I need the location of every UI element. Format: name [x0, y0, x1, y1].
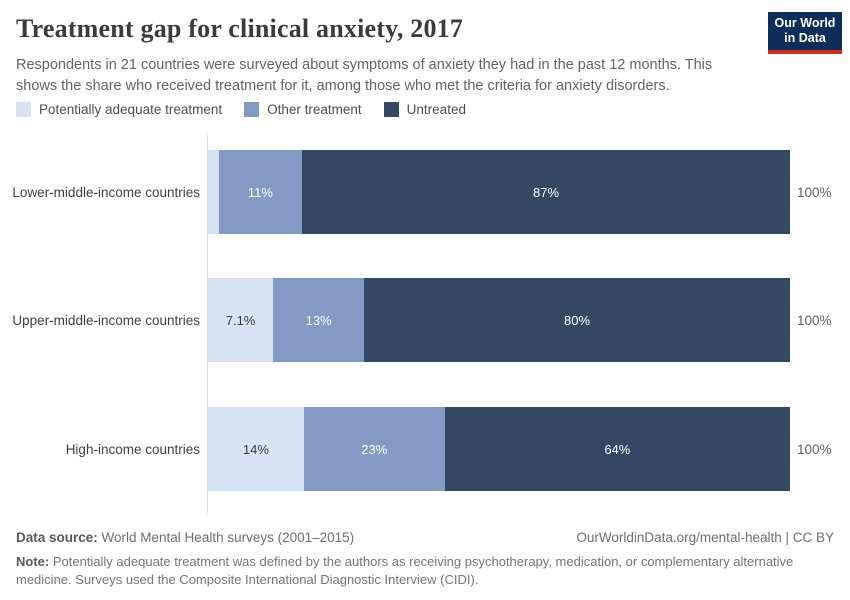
bar-row: Lower-middle-income countries 11% 87% 100%: [0, 150, 850, 234]
segment-value-label: 23%: [361, 441, 388, 457]
legend-item-label: Potentially adequate treatment: [39, 102, 223, 117]
legend-item-label: Untreated: [406, 102, 466, 117]
bar-stack: 7.1% 13% 80%: [208, 278, 790, 362]
credit-link[interactable]: OurWorldinData.org/mental-health | CC BY: [576, 530, 834, 545]
legend-item-3[interactable]: Untreated: [383, 102, 466, 117]
legend-item-2[interactable]: Other treatment: [244, 102, 362, 117]
chart-subtitle: Respondents in 21 countries were surveye…: [16, 57, 713, 94]
chart-note: Note: Potentially adequate treatment was…: [16, 553, 800, 589]
segment-value-label: 87%: [533, 184, 560, 200]
legend-swatch-icon: [244, 102, 260, 117]
bar-segment[interactable]: 64%: [444, 407, 790, 491]
bar-segment[interactable]: [208, 150, 219, 234]
bar-stack: 11% 87%: [208, 150, 791, 234]
y-axis-line: [207, 135, 208, 513]
segment-value-label: 11%: [247, 184, 273, 200]
bar-segment[interactable]: 87%: [302, 150, 791, 234]
category-label: Lower-middle-income countries: [12, 184, 200, 200]
owid-logo: Our World in Data: [768, 12, 842, 54]
legend-item-label: Other treatment: [267, 102, 362, 117]
bar-segment[interactable]: 11%: [218, 150, 303, 234]
owid-logo-line2: in Data: [784, 31, 826, 45]
note-label: Note:: [16, 554, 50, 569]
total-label: 100%: [797, 441, 832, 457]
total-label: 100%: [797, 312, 832, 328]
source-row: Data source: World Mental Health surveys…: [16, 530, 834, 545]
bar-row: Upper-middle-income countries 7.1% 13% 80% 1…: [0, 278, 850, 362]
bar-segment[interactable]: 23%: [303, 407, 445, 491]
data-source-text: World Mental Health surveys (2001–2015): [97, 530, 355, 545]
total-label: 100%: [797, 184, 832, 200]
chart-title: Treatment gap for clinical anxiety, 2017: [16, 14, 464, 43]
legend: Potentially adequate treatment Other trea…: [16, 102, 488, 117]
legend-item-1[interactable]: Potentially adequate treatment: [16, 102, 222, 117]
note-text: Potentially adequate treatment was defin…: [16, 554, 794, 587]
legend-swatch-icon: [383, 102, 399, 117]
segment-value-label: 7.1%: [225, 312, 256, 328]
bar-stack: 14% 23% 64%: [208, 407, 790, 491]
segment-value-label: 64%: [604, 441, 631, 457]
footer: Data source: World Mental Health surveys…: [16, 530, 834, 589]
bar-row: High-income countries 14% 23% 64% 100%: [0, 407, 850, 491]
bar-segment[interactable]: 13%: [273, 278, 365, 362]
data-source-label: Data source:: [16, 530, 98, 545]
bar-segment[interactable]: 7.1%: [208, 278, 274, 362]
data-source: Data source: World Mental Health surveys…: [16, 530, 354, 545]
legend-swatch-icon: [16, 102, 31, 117]
category-label: High-income countries: [65, 441, 200, 457]
bar-segment[interactable]: 14%: [208, 407, 304, 491]
segment-value-label: 14%: [242, 441, 269, 457]
segment-value-label: 80%: [564, 312, 591, 328]
owid-logo-line1: Our World: [774, 16, 836, 30]
segment-value-label: 13%: [305, 312, 332, 328]
bar-segment[interactable]: 80%: [364, 278, 790, 362]
category-label: Upper-middle-income countries: [12, 312, 200, 328]
